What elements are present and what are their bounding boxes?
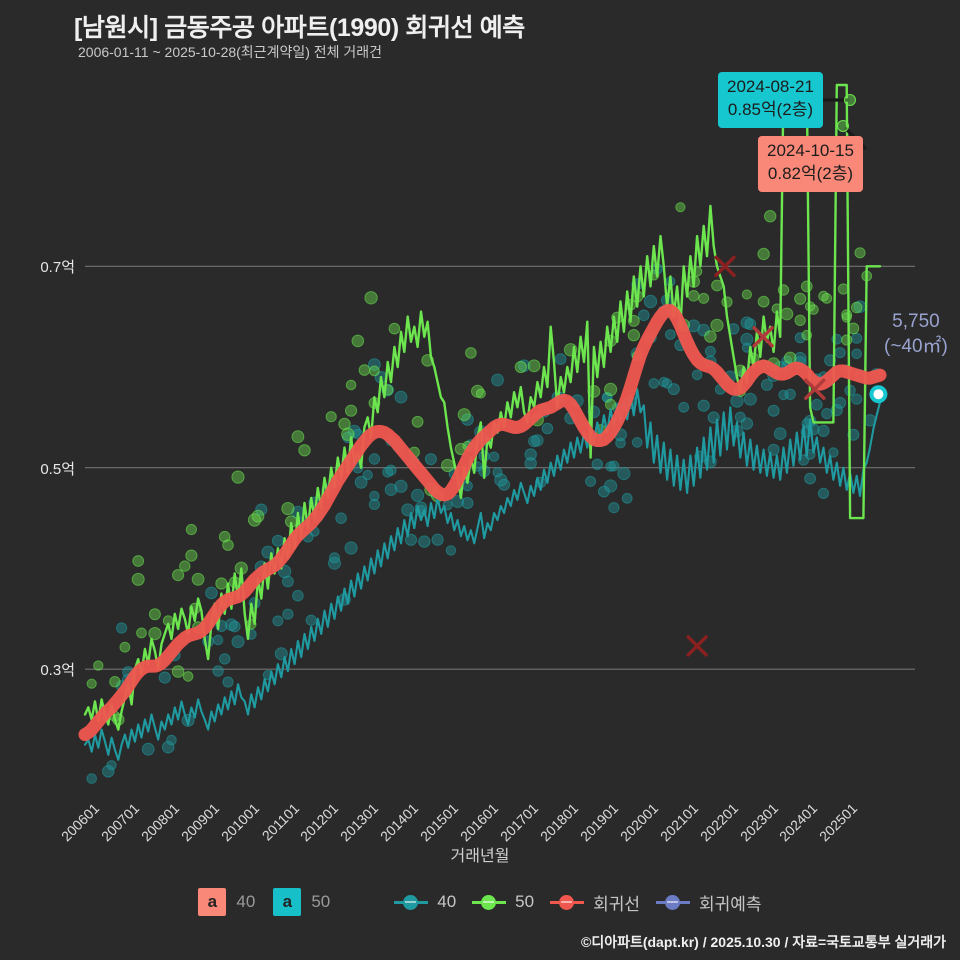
- legend-item-forecast[interactable]: 회귀예측: [656, 890, 762, 915]
- legend-label-50: 50: [515, 892, 535, 911]
- legend-badge-40[interactable]: a 40: [198, 888, 259, 916]
- legend-item-40[interactable]: 40: [394, 892, 456, 912]
- y-tick-label: 0.7억: [40, 259, 75, 277]
- y-tick-label: 0.3억: [40, 662, 75, 680]
- legend-label-40: 40: [437, 892, 457, 911]
- page-subtitle: 2006-01-11 ~ 2025-10-28(최근계약일) 전체 거래건: [78, 44, 383, 60]
- x-axis-label: 거래년월: [450, 848, 510, 865]
- annotation-high-price[interactable]: 2024-08-21 0.85억(2층): [718, 72, 823, 128]
- annotation-recent-date: 2024-10-15: [767, 141, 854, 160]
- legend-marker-regression: [550, 893, 585, 911]
- y-tick-label: 0.5억: [40, 460, 75, 478]
- annotation-recent-price[interactable]: 2024-10-15 0.82억(2층): [758, 136, 863, 192]
- endpoint-label: 5,750 (~40㎡): [884, 310, 948, 359]
- gridlines: [85, 265, 915, 670]
- chart-legend: a 40 a 50 40 50 회귀선 회귀예측: [0, 888, 960, 916]
- endpoint-value: 5,750: [892, 311, 940, 332]
- legend-badge-label-50: 50: [311, 892, 331, 911]
- annotation-high-value: 0.85억(2층): [727, 99, 814, 119]
- marker-layer: [686, 255, 888, 657]
- legend-item-50[interactable]: 50: [472, 892, 534, 912]
- legend-label-regression: 회귀선: [593, 894, 641, 914]
- legend-item-regression[interactable]: 회귀선: [550, 890, 640, 915]
- legend-badge-50[interactable]: a 50: [273, 888, 334, 916]
- annotation-high-date: 2024-08-21: [727, 77, 814, 96]
- series-layer: [78, 83, 887, 784]
- legend-badge-label-40: 40: [236, 892, 256, 911]
- legend-marker-50: [472, 893, 507, 911]
- legend-marker-forecast: [656, 893, 691, 911]
- annotation-recent-value: 0.82억(2층): [767, 163, 854, 183]
- legend-badge-glyph-50: a: [273, 888, 302, 916]
- page-title: [남원시] 금동주공 아파트(1990) 회귀선 예측: [74, 14, 525, 42]
- footer-credit: ©디아파트(dapt.kr) / 2025.10.30 / 자료=국토교통부 실…: [581, 934, 946, 950]
- legend-badge-glyph-40: a: [198, 888, 227, 916]
- endpoint-area: (~40㎡): [884, 335, 948, 357]
- legend-label-forecast: 회귀예측: [699, 894, 762, 914]
- legend-marker-40: [394, 893, 429, 911]
